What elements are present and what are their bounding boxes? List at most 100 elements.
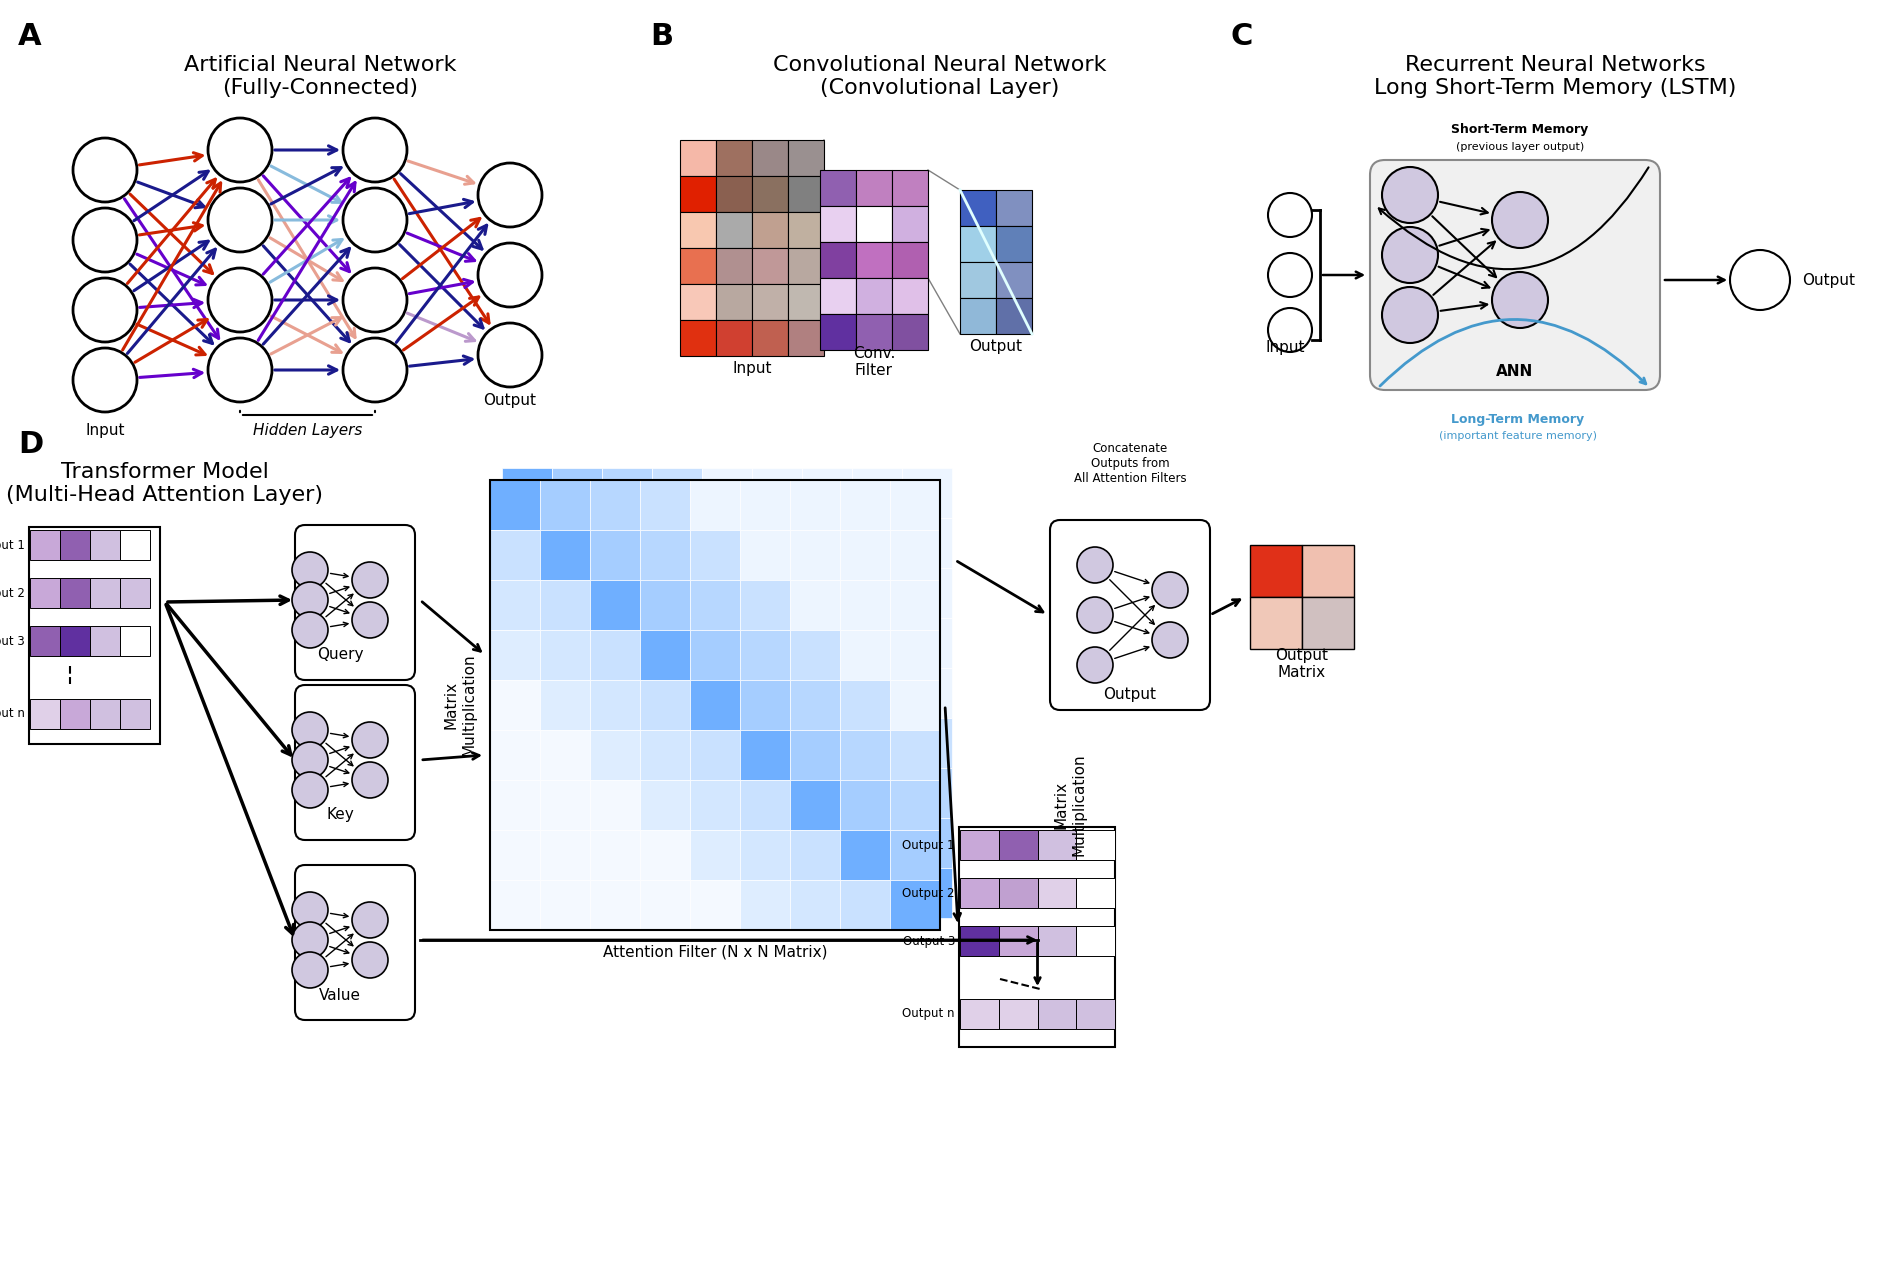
Bar <box>590 830 640 880</box>
Bar <box>889 880 941 930</box>
Bar <box>552 718 602 769</box>
Bar <box>902 468 952 518</box>
Bar <box>489 780 541 830</box>
Bar <box>503 718 552 769</box>
Bar <box>840 880 889 930</box>
Bar <box>741 630 790 680</box>
Bar <box>89 626 120 656</box>
Bar <box>851 819 902 869</box>
Bar <box>541 730 590 780</box>
Circle shape <box>72 278 137 343</box>
FancyBboxPatch shape <box>295 525 415 680</box>
Bar <box>61 699 89 729</box>
Bar <box>960 999 1000 1029</box>
Bar <box>960 828 1116 1047</box>
Text: A: A <box>17 22 42 51</box>
Circle shape <box>208 268 272 332</box>
Bar <box>503 769 552 819</box>
FancyBboxPatch shape <box>1049 520 1211 709</box>
Bar <box>902 568 952 618</box>
Circle shape <box>291 892 327 928</box>
Bar <box>902 718 952 769</box>
Bar <box>840 480 889 530</box>
Circle shape <box>478 242 543 307</box>
Bar <box>30 699 61 729</box>
Bar <box>703 718 752 769</box>
Bar <box>120 699 150 729</box>
Bar <box>902 668 952 718</box>
Bar <box>590 730 640 780</box>
Bar <box>489 730 541 780</box>
Bar <box>602 618 651 668</box>
Bar <box>602 468 651 518</box>
Bar <box>1000 926 1038 956</box>
Bar <box>996 298 1032 334</box>
Circle shape <box>352 562 388 598</box>
Bar <box>741 730 790 780</box>
Bar <box>489 530 541 580</box>
Bar <box>716 140 752 176</box>
Circle shape <box>352 902 388 938</box>
Circle shape <box>72 348 137 412</box>
Bar <box>651 468 703 518</box>
Bar <box>790 580 840 630</box>
Circle shape <box>72 208 137 272</box>
Text: Output 1: Output 1 <box>902 839 956 852</box>
Text: Recurrent Neural Networks
Long Short-Term Memory (LSTM): Recurrent Neural Networks Long Short-Ter… <box>1375 55 1736 99</box>
Bar <box>703 568 752 618</box>
Bar <box>503 869 552 919</box>
Circle shape <box>1382 167 1438 223</box>
Bar <box>891 242 927 278</box>
Bar <box>752 718 802 769</box>
Bar <box>651 819 703 869</box>
Bar <box>752 769 802 819</box>
Bar <box>1038 926 1076 956</box>
Bar <box>752 819 802 869</box>
Bar <box>689 830 741 880</box>
Bar <box>689 680 741 730</box>
Circle shape <box>1493 192 1548 248</box>
Bar <box>640 480 689 530</box>
Text: Input 3: Input 3 <box>0 635 25 648</box>
Bar <box>61 579 89 608</box>
Bar <box>960 190 996 226</box>
Bar <box>752 668 802 718</box>
Bar <box>802 618 851 668</box>
Bar <box>960 226 996 262</box>
Bar <box>821 278 857 314</box>
Circle shape <box>352 762 388 798</box>
Text: Concatenate
Outputs from
All Attention Filters: Concatenate Outputs from All Attention F… <box>1074 443 1186 485</box>
Bar <box>891 278 927 314</box>
Text: Value: Value <box>320 988 362 1002</box>
Text: Output
Matrix: Output Matrix <box>1276 648 1329 680</box>
Bar <box>703 769 752 819</box>
Bar <box>541 530 590 580</box>
Bar <box>680 140 716 176</box>
Text: B: B <box>649 22 674 51</box>
Bar <box>741 480 790 530</box>
Bar <box>1038 878 1076 908</box>
Bar <box>716 212 752 248</box>
Circle shape <box>352 942 388 978</box>
Bar <box>741 680 790 730</box>
Bar <box>541 880 590 930</box>
Bar <box>640 680 689 730</box>
Circle shape <box>291 582 327 618</box>
Bar <box>552 568 602 618</box>
Bar <box>741 830 790 880</box>
Bar <box>752 869 802 919</box>
Circle shape <box>291 922 327 958</box>
Text: Output: Output <box>969 339 1022 354</box>
Circle shape <box>343 118 407 182</box>
Text: Conv.
Filter: Conv. Filter <box>853 346 895 378</box>
Circle shape <box>1078 547 1114 582</box>
Circle shape <box>343 189 407 251</box>
Text: Output n: Output n <box>902 1007 956 1020</box>
Bar <box>489 830 541 880</box>
Bar <box>840 630 889 680</box>
Bar <box>680 212 716 248</box>
Bar <box>1251 545 1302 597</box>
Circle shape <box>1382 287 1438 343</box>
Bar <box>541 830 590 880</box>
Bar <box>790 730 840 780</box>
